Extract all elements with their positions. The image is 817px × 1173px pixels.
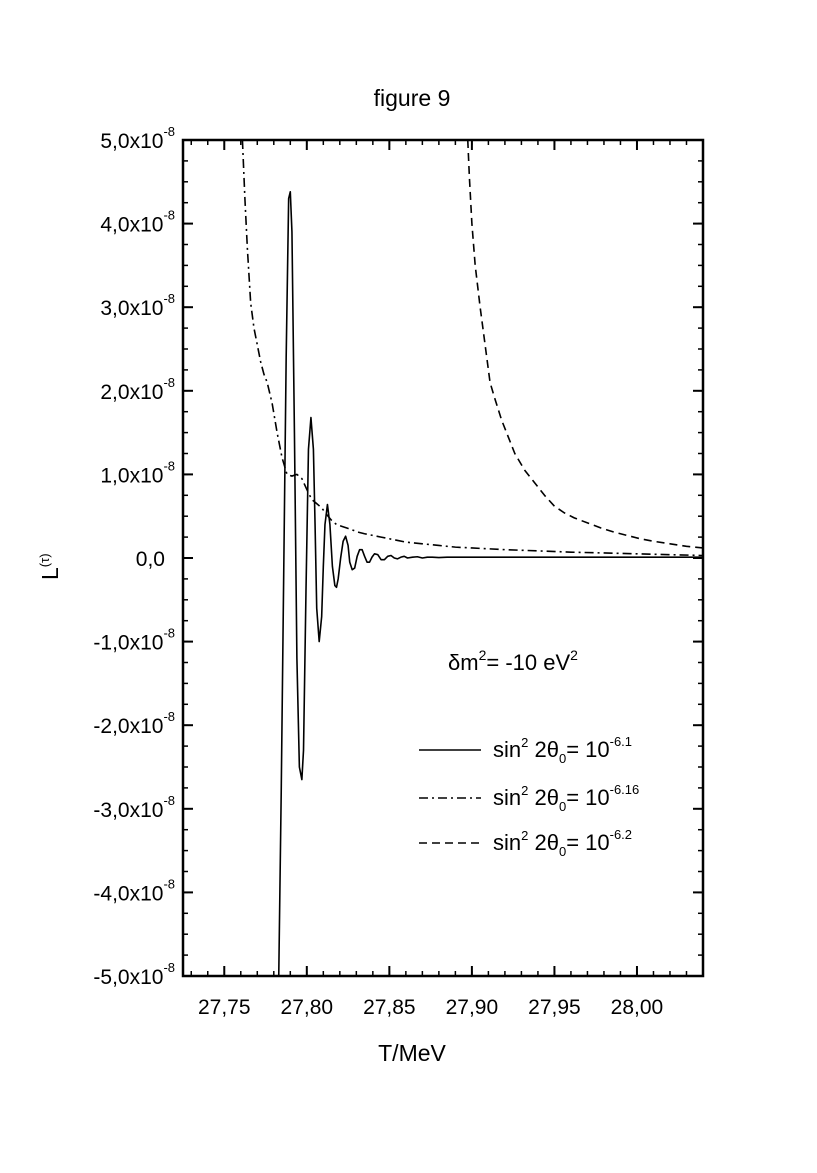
chart-title: figure 9	[374, 85, 451, 111]
x-tick-label: 27,80	[281, 996, 334, 1019]
y-tick-label: 0,0	[136, 548, 165, 571]
y-axis-title-main: L	[37, 567, 63, 580]
y-tick-labels: 5,0x10-8 4,0x10-8 3,0x10-8 2,0x10-8 1,0x10-8…	[93, 124, 175, 989]
x-tick-label: 27,75	[198, 996, 251, 1019]
anno-pre: δm	[448, 650, 479, 675]
x-tick-label: 27,95	[528, 996, 581, 1019]
y-tick-label: 5,0x10-8	[100, 124, 175, 153]
y-tick-label: -1,0x10-8	[93, 626, 175, 655]
y-axis-title-sup: (τ)	[37, 553, 52, 567]
x-tick-label: 28,00	[611, 996, 664, 1019]
legend: sin2 2θ0= 10-6.1 sin2 2θ0= 10-6.16 sin2 2θ…	[419, 734, 639, 859]
y-tick-label: 3,0x10-8	[100, 291, 175, 320]
y-tick-label: -4,0x10-8	[93, 876, 175, 905]
y-tick-label: -2,0x10-8	[93, 709, 175, 738]
series-line-3	[466, 140, 703, 549]
legend-label-2: sin2 2θ0= 10-6.16	[493, 782, 639, 814]
y-tick-label: 4,0x10-8	[100, 208, 175, 237]
series-line-1	[277, 191, 703, 976]
anno-sup2: 2	[570, 647, 578, 663]
y-tick-label: -5,0x10-8	[93, 960, 175, 989]
legend-label-3: sin2 2θ0= 10-6.2	[493, 827, 632, 859]
x-tick-label: 27,90	[446, 996, 499, 1019]
x-tick-label: 27,85	[363, 996, 416, 1019]
delta-m-annotation: δm2= -10 eV2	[448, 647, 578, 675]
series-line-2	[241, 140, 703, 557]
plot-frame	[181, 138, 705, 978]
series-layer	[241, 140, 703, 976]
svg-text:L(τ): L(τ)	[37, 553, 63, 580]
anno-sup1: 2	[479, 647, 487, 663]
x-axis-title: T/MeV	[378, 1040, 446, 1066]
legend-label-1: sin2 2θ0= 10-6.1	[493, 734, 632, 766]
y-tick-label: 1,0x10-8	[100, 458, 175, 487]
anno-mid: = -10 eV	[486, 650, 570, 675]
y-tick-label: -3,0x10-8	[93, 793, 175, 822]
y-tick-label: 2,0x10-8	[100, 375, 175, 404]
x-tick-labels: 27,75 27,80 27,85 27,90 27,95 28,00	[198, 996, 663, 1019]
y-axis-title: L(τ)	[37, 553, 63, 580]
